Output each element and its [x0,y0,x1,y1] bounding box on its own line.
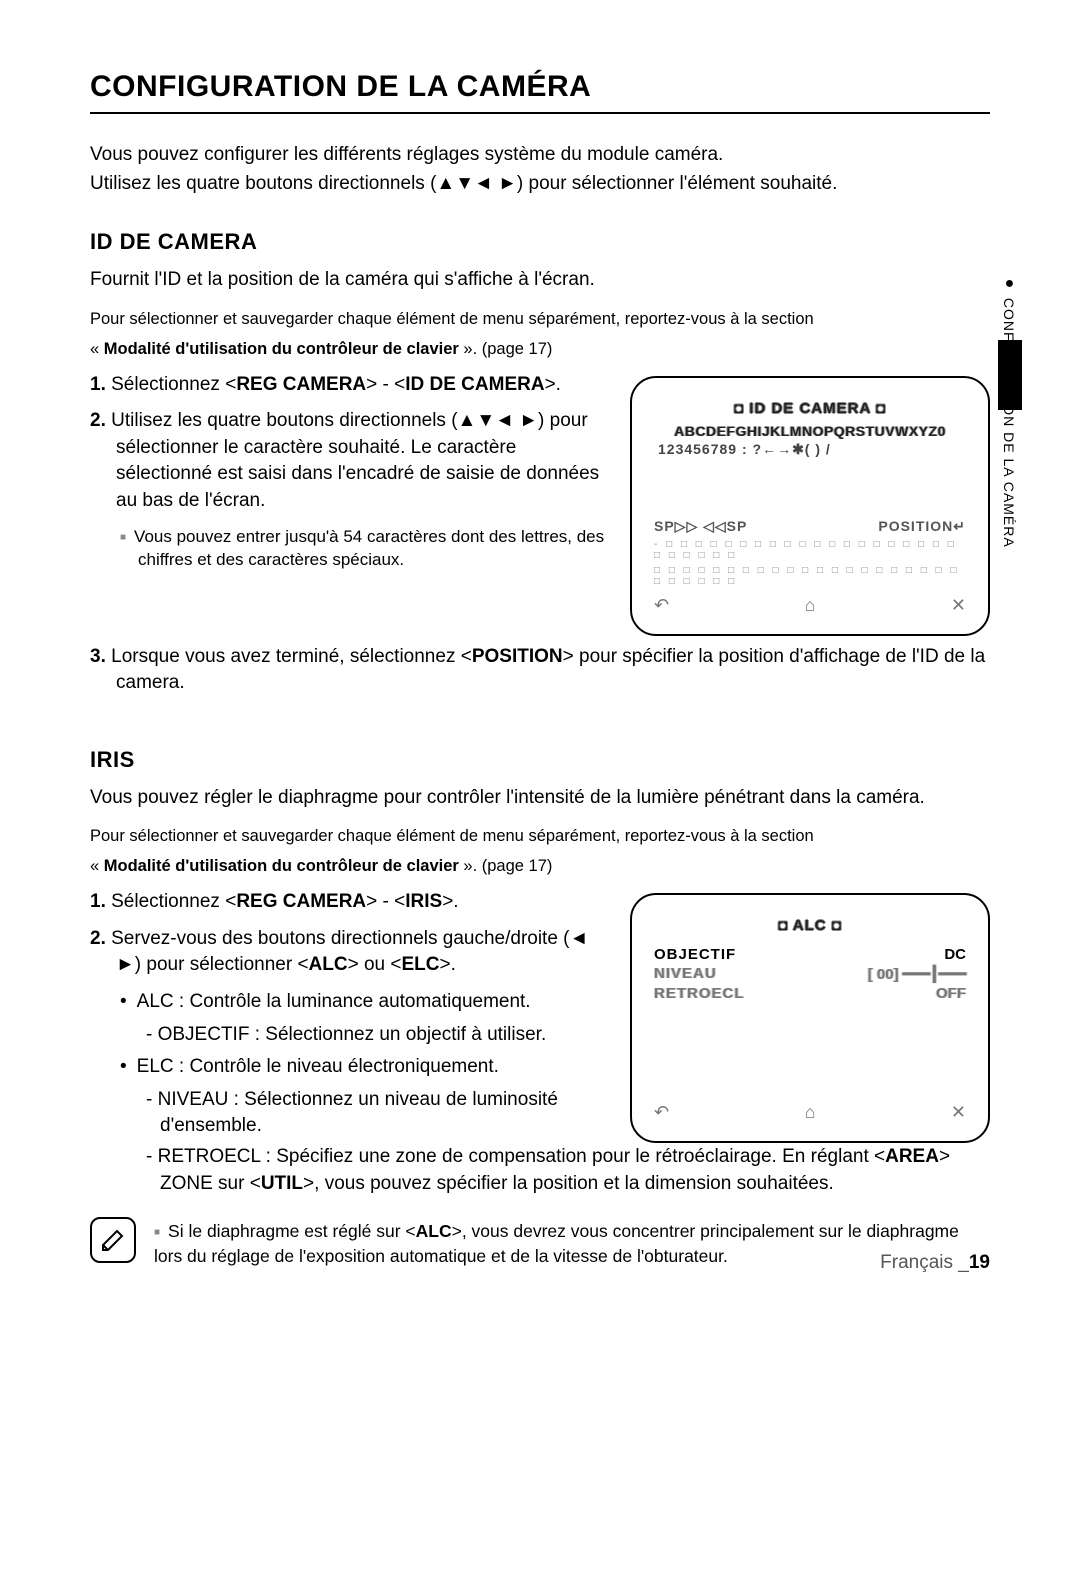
osd2-row2-val: [ 00] ━━━┃━━━ [868,965,966,983]
iris-step-2: 2. Servez-vous des boutons directionnels… [90,926,608,979]
side-tab-bullet: ● [1001,275,1018,293]
id-note-2: « Modalité d'utilisation du contrôleur d… [90,338,990,362]
iris-section-desc: Vous pouvez régler le diaphragme pour co… [90,785,990,812]
osd2-iconrow: ↶ ⌂ ✕ [654,1102,966,1123]
id-step-2: 2. Utilisez les quatre boutons direction… [90,408,608,514]
footer-page: 19 [969,1252,990,1273]
iris-note-2: « Modalité d'utilisation du contrôleur d… [90,855,990,879]
note-text: ■Si le diaphragme est réglé sur <ALC>, v… [154,1217,990,1268]
id-step-3: 3. Lorsque vous avez terminé, sélectionn… [90,644,990,697]
osd1-sp-row: SP▷▷ ◁◁SP POSITION↵ [654,518,966,535]
osd2-title: ◘ ALC ◘ [654,917,966,934]
iris-osd-col: ◘ ALC ◘ OBJECTIF DC NIVEAU [ 00] ━━━┃━━━… [630,889,990,1143]
id-section-title: ID DE CAMERA [90,229,990,255]
side-tab: ● CONFIGURATION DE LA CAMÉRA [998,275,1022,585]
intro-line-2: Utilisez les quatre boutons directionnel… [90,171,990,198]
close-icon: ✕ [951,1102,966,1123]
osd2-row2-label: NIVEAU [654,965,717,983]
iris-dash-niv: - NIVEAU : Sélectionnez un niveau de lum… [90,1087,608,1140]
note-box: ■Si le diaphragme est réglé sur <ALC>, v… [90,1217,990,1268]
osd2-row1-val: DC [944,946,966,963]
osd1-spacer [654,458,966,518]
id-osd-col: ◘ ID DE CAMERA ◘ ABCDEFGHIJKLMNOPQRSTUVW… [630,372,990,636]
id-step-3-wrap: 3. Lorsque vous avez terminé, sélectionn… [90,644,990,697]
osd-alc: ◘ ALC ◘ OBJECTIF DC NIVEAU [ 00] ━━━┃━━━… [630,893,990,1143]
osd2-row-2: NIVEAU [ 00] ━━━┃━━━ [654,965,966,983]
osd2-row-3: RETROECL OFF [654,985,966,1002]
intro-block: Vous pouvez configurer les différents ré… [90,142,990,197]
iris-dash-obj: - OBJECTIF : Sélectionnez un objectif à … [90,1022,608,1049]
home-icon: ⌂ [805,1102,816,1123]
intro-line-1: Vous pouvez configurer les différents ré… [90,142,990,169]
iris-bullet-alc: ALC : Contrôle la luminance automatiquem… [138,989,608,1016]
side-tab-label: CONFIGURATION DE LA CAMÉRA [1001,298,1017,548]
back-icon: ↶ [654,595,669,616]
osd1-dash-2: □ □ □ □ □ □ □ □ □ □ □ □ □ □ □ □ □ □ □ □ … [654,565,966,587]
osd2-spacer [654,1004,966,1094]
osd1-dash-1: - □ □ □ □ □ □ □ □ □ □ □ □ □ □ □ □ □ □ □ … [654,539,966,561]
close-icon: ✕ [951,595,966,616]
iris-steps: 1. Sélectionnez <REG CAMERA> - <IRIS>. 2… [90,889,608,979]
id-step-2-sub: ■Vous pouvez entrer jusqu'à 54 caractère… [90,525,608,573]
osd1-alpha: ABCDEFGHIJKLMNOPQRSTUVWXYZ0 [654,423,966,439]
iris-dash-retro: - RETROECL : Spécifiez une zone de compe… [90,1144,990,1197]
osd2-row3-label: RETROECL [654,985,745,1002]
id-step-1: 1. Sélectionnez <REG CAMERA> - <ID DE CA… [90,372,608,399]
iris-section-title: IRIS [90,747,990,773]
osd1-sp-left: SP▷▷ ◁◁SP [654,518,747,535]
id-two-col: 1. Sélectionnez <REG CAMERA> - <ID DE CA… [90,372,990,636]
osd1-sp-right: POSITION↵ [878,518,966,535]
osd2-row1-label: OBJECTIF [654,946,736,963]
iris-bullet-elc: ELC : Contrôle le niveau électroniquemen… [138,1054,608,1081]
square-bullet-icon: ■ [120,532,126,543]
back-icon: ↶ [654,1102,669,1123]
id-section-desc: Fournit l'ID et la position de la caméra… [90,267,990,294]
osd1-nums: 123456789 : ?←→✱( ) / [658,441,966,458]
id-note-1: Pour sélectionner et sauvegarder chaque … [90,308,990,332]
id-steps-col: 1. Sélectionnez <REG CAMERA> - <ID DE CA… [90,372,608,573]
iris-two-col: 1. Sélectionnez <REG CAMERA> - <IRIS>. 2… [90,889,990,1144]
page-title: CONFIGURATION DE LA CAMÉRA [90,70,990,114]
osd2-row3-val: OFF [936,985,966,1002]
square-bullet-icon: ■ [154,1227,160,1238]
footer-lang: Français _ [880,1252,969,1273]
page-footer: Français _19 [880,1252,990,1274]
osd1-iconrow: ↶ ⌂ ✕ [654,595,966,616]
page: ● CONFIGURATION DE LA CAMÉRA CONFIGURATI… [0,0,1080,1318]
iris-step-1: 1. Sélectionnez <REG CAMERA> - <IRIS>. [90,889,608,916]
note-icon [90,1217,136,1263]
side-tab-text: ● CONFIGURATION DE LA CAMÉRA [1000,275,1018,548]
iris-bullets: ALC : Contrôle la luminance automatiquem… [90,989,608,1016]
iris-bullets-2: ELC : Contrôle le niveau électroniquemen… [90,1054,608,1081]
iris-steps-col: 1. Sélectionnez <REG CAMERA> - <IRIS>. 2… [90,889,608,1144]
pencil-note-icon [99,1226,127,1254]
osd-id-camera: ◘ ID DE CAMERA ◘ ABCDEFGHIJKLMNOPQRSTUVW… [630,376,990,636]
home-icon: ⌂ [805,595,816,616]
iris-note-1: Pour sélectionner et sauvegarder chaque … [90,825,990,849]
osd2-row-1: OBJECTIF DC [654,946,966,963]
id-steps: 1. Sélectionnez <REG CAMERA> - <ID DE CA… [90,372,608,515]
osd1-title: ◘ ID DE CAMERA ◘ [654,400,966,417]
